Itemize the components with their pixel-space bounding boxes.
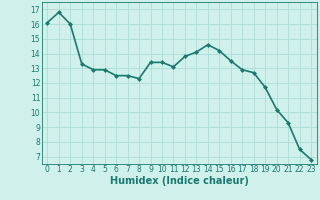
X-axis label: Humidex (Indice chaleur): Humidex (Indice chaleur) bbox=[110, 176, 249, 186]
